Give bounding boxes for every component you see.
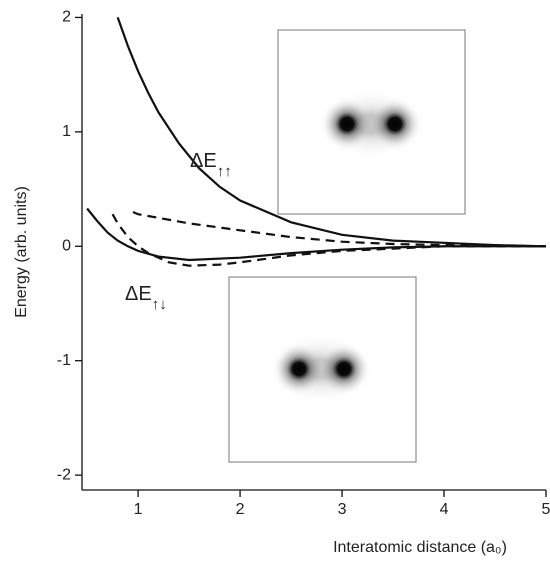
y-axis-label: Energy (arb. units) <box>13 186 30 318</box>
inset-antiparallel <box>228 276 417 463</box>
x-tick-label: 2 <box>236 501 245 518</box>
y-tick-label: 0 <box>62 237 71 254</box>
x-tick-label: 1 <box>134 501 143 518</box>
annotation-text: ΔE <box>190 150 217 172</box>
y-tick-label: -1 <box>57 352 71 369</box>
y-tick-label: -2 <box>57 466 71 483</box>
y-tick-label: 1 <box>62 123 71 140</box>
y-tick-label: 2 <box>62 9 71 26</box>
x-tick-label: 3 <box>338 501 347 518</box>
annotation-sub: ↑↓ <box>152 296 167 313</box>
series-line <box>111 213 546 267</box>
series-line <box>116 17 547 248</box>
annotation-text: ΔE <box>125 283 152 305</box>
x-axis-label: Interatomic distance (a₀) <box>333 539 507 556</box>
inset-parallel <box>277 29 466 215</box>
x-tick-label: 4 <box>440 501 449 518</box>
annotation: ΔE↑↓ <box>125 283 167 313</box>
series-line <box>86 207 546 262</box>
series-line <box>132 210 547 248</box>
x-tick-label: 5 <box>542 501 550 518</box>
annotation: ΔE↑↑ <box>190 150 232 180</box>
annotation-sub: ↑↑ <box>217 163 232 180</box>
